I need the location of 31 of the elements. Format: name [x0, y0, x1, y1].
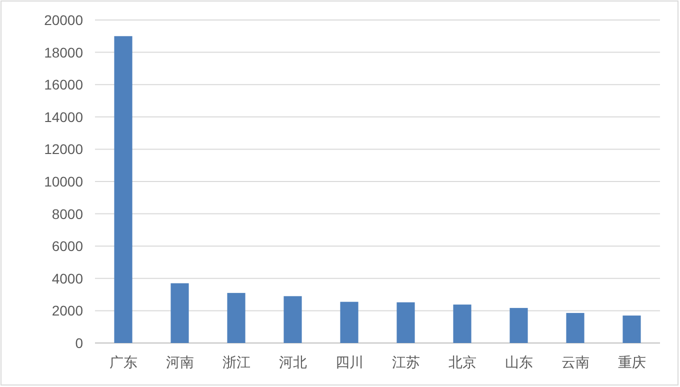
y-tick-label: 4000	[52, 270, 84, 286]
x-tick-label: 江苏	[392, 355, 420, 371]
x-tick-label: 浙江	[222, 355, 250, 371]
y-tick-label: 6000	[52, 238, 84, 254]
y-tick-label: 8000	[52, 206, 84, 222]
bar	[566, 312, 584, 343]
x-tick-label: 河北	[278, 355, 307, 371]
x-tick-label: 河南	[166, 355, 194, 371]
y-tick-label: 16000	[44, 76, 84, 93]
bar	[340, 302, 358, 343]
x-tick-label: 北京	[448, 355, 476, 371]
y-tick-label: 2000	[52, 302, 84, 319]
bar	[510, 308, 528, 343]
x-tick-label: 广东	[109, 355, 138, 371]
x-tick-label: 山东	[504, 355, 533, 371]
bar	[170, 283, 189, 343]
bar	[396, 302, 415, 343]
y-tick-label: 20000	[44, 12, 84, 28]
y-tick-label: 12000	[44, 141, 84, 158]
y-tick-label: 14000	[44, 108, 84, 125]
bar	[284, 296, 302, 343]
x-tick-label: 云南	[561, 355, 590, 371]
y-tick-label: 18000	[44, 44, 84, 60]
y-tick-label: 10000	[44, 174, 84, 190]
x-tick-label: 重庆	[618, 355, 646, 371]
bar	[114, 36, 132, 343]
bar	[453, 304, 472, 343]
bar	[227, 292, 246, 343]
bar	[622, 316, 641, 343]
y-tick-label: 0	[75, 335, 84, 351]
x-tick-label: 四川	[335, 355, 364, 371]
